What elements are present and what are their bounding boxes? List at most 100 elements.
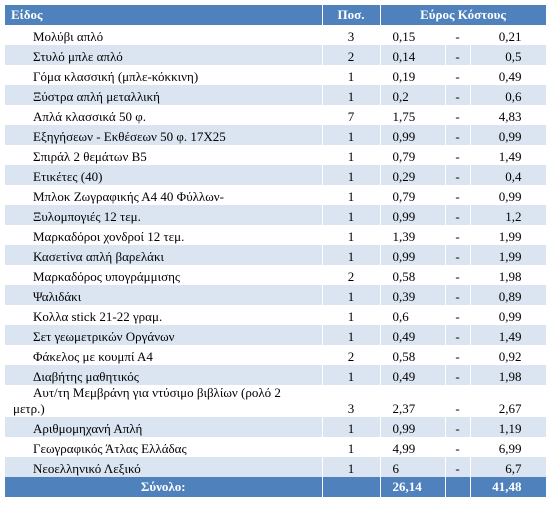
min-cost: 0,79 [380,145,446,165]
cell [445,477,471,497]
item-name: Ξύστρα απλή μεταλλική [5,85,323,105]
max-cost: 0,6 [470,85,547,105]
min-cost: 0,15 [380,25,446,45]
min-cost: 0,2 [380,85,446,105]
dash: - [445,145,471,165]
item-row: Ξυλομπογιές 12 τεμ. 1 0,99-1,2 [5,205,547,225]
dash: - [445,345,471,365]
item-name: Απλά κλασσικά 50 φ. [5,105,323,125]
item-row: Μαρκαδόρος υπογράμμισης 2 0,58-1,98 [5,265,547,285]
item-row: Κασετίνα απλή βαρελάκι 1 0,99-1,99 [5,245,547,265]
max-cost: 0,4 [470,165,547,185]
min-cost: 0,99 [380,205,446,225]
min-cost: 0,99 [380,125,446,145]
item-row: Αριθμομηχανή Απλή 1 0,99-1,19 [5,417,547,437]
item-name: Μολύβι απλό [5,25,323,45]
item-row: Γόμα κλασσική (μπλε-κόκκινη) 1 0,19-0,49 [5,65,547,85]
max-cost: 1,98 [470,265,547,285]
item-row: Ξύστρα απλή μεταλλική 1 0,2-0,6 [5,85,547,105]
total-label: Σύνολο: [5,477,323,497]
item-row: Μολύβι απλό 3 0,15-0,21 [5,25,547,45]
item-row: Ψαλιδάκι 1 0,39-0,89 [5,285,547,305]
min-cost: 1,39 [380,225,446,245]
quantity: 1 [322,225,381,245]
item-row: Νεοελληνικό Λεξικό 1 6-6,7 [5,457,547,477]
header-cell: Είδος [5,5,323,25]
min-cost: 0,29 [380,165,446,185]
max-cost: 0,49 [470,65,547,85]
item-name: Σπιράλ 2 θεμάτων Β5 [5,145,323,165]
quantity: 1 [322,165,381,185]
item-row: Σπιράλ 2 θεμάτων Β5 1 0,79-1,49 [5,145,547,165]
header-cell: Ποσ. [322,5,381,25]
quantity: 1 [322,285,381,305]
dash: - [445,305,471,325]
item-row: Μαρκαδόροι χονδροί 12 τεμ. 1 1,39-1,99 [5,225,547,245]
dash: - [445,265,471,285]
max-cost: 0,5 [470,45,547,65]
max-cost: 1,2 [470,205,547,225]
max-cost: 1,99 [470,225,547,245]
min-cost: 0,14 [380,45,446,65]
item-row: Στυλό μπλε απλό 2 0,14-0,5 [5,45,547,65]
max-cost: 0,99 [470,305,547,325]
max-cost: 0,99 [470,185,547,205]
max-cost: 6,99 [470,437,547,457]
max-cost: 1,49 [470,325,547,345]
quantity: 1 [322,85,381,105]
item-row: Διαβήτης μαθητικός 1 0,49-1,98 [5,365,547,385]
item-name: Μαρκαδόρος υπογράμμισης [5,265,323,285]
quantity: 1 [322,305,381,325]
dash: - [445,225,471,245]
quantity: 3 [322,25,381,45]
quantity: 1 [322,365,381,385]
quantity: 1 [322,437,381,457]
item-name: Στυλό μπλε απλό [5,45,323,65]
item-row: Απλά κλασσικά 50 φ. 7 1,75-4,83 [5,105,547,125]
quantity: 1 [322,125,381,145]
cell [322,477,381,497]
dash: - [445,245,471,265]
quantity: 1 [322,65,381,85]
total-max: 41,48 [470,477,547,497]
min-cost: 0,39 [380,285,446,305]
quantity: 2 [322,345,381,365]
item-name: Αριθμομηχανή Απλή [5,417,323,437]
dash: - [445,385,471,417]
dash: - [445,165,471,185]
item-row: Ετικέτες (40) 1 0,29-0,4 [5,165,547,185]
max-cost: 1,19 [470,417,547,437]
dash: - [445,417,471,437]
quantity: 1 [322,185,381,205]
dash: - [445,365,471,385]
quantity: 1 [322,457,381,477]
quantity: 1 [322,245,381,265]
quantity: 1 [322,205,381,225]
item-name: Ετικέτες (40) [5,165,323,185]
quantity: 7 [322,105,381,125]
quantity: 3 [322,385,381,417]
max-cost: 1,99 [470,245,547,265]
item-name: Σετ γεωμετρικών Οργάνων [5,325,323,345]
dash: - [445,85,471,105]
item-row: Αυτ/τη Μεμβράνη για ντύσιμο βιβλίων (ρολ… [5,385,547,417]
item-row: Κολλα stick 21-22 γραμ. 1 0,6-0,99 [5,305,547,325]
header-row: Είδος Ποσ. Εύρος Κόστους [5,5,547,25]
max-cost: 0,99 [470,125,547,145]
quantity: 1 [322,145,381,165]
max-cost: 0,89 [470,285,547,305]
min-cost: 0,49 [380,365,446,385]
item-name: Κασετίνα απλή βαρελάκι [5,245,323,265]
dash: - [445,65,471,85]
min-cost: 4,99 [380,437,446,457]
quantity: 2 [322,265,381,285]
item-name: Διαβήτης μαθητικός [5,365,323,385]
max-cost: 0,92 [470,345,547,365]
min-cost: 0,99 [380,417,446,437]
min-cost: 6 [380,457,446,477]
max-cost: 4,83 [470,105,547,125]
item-name: Φάκελος με κουμπί Α4 [5,345,323,365]
max-cost: 2,67 [470,385,547,417]
quantity: 1 [322,417,381,437]
